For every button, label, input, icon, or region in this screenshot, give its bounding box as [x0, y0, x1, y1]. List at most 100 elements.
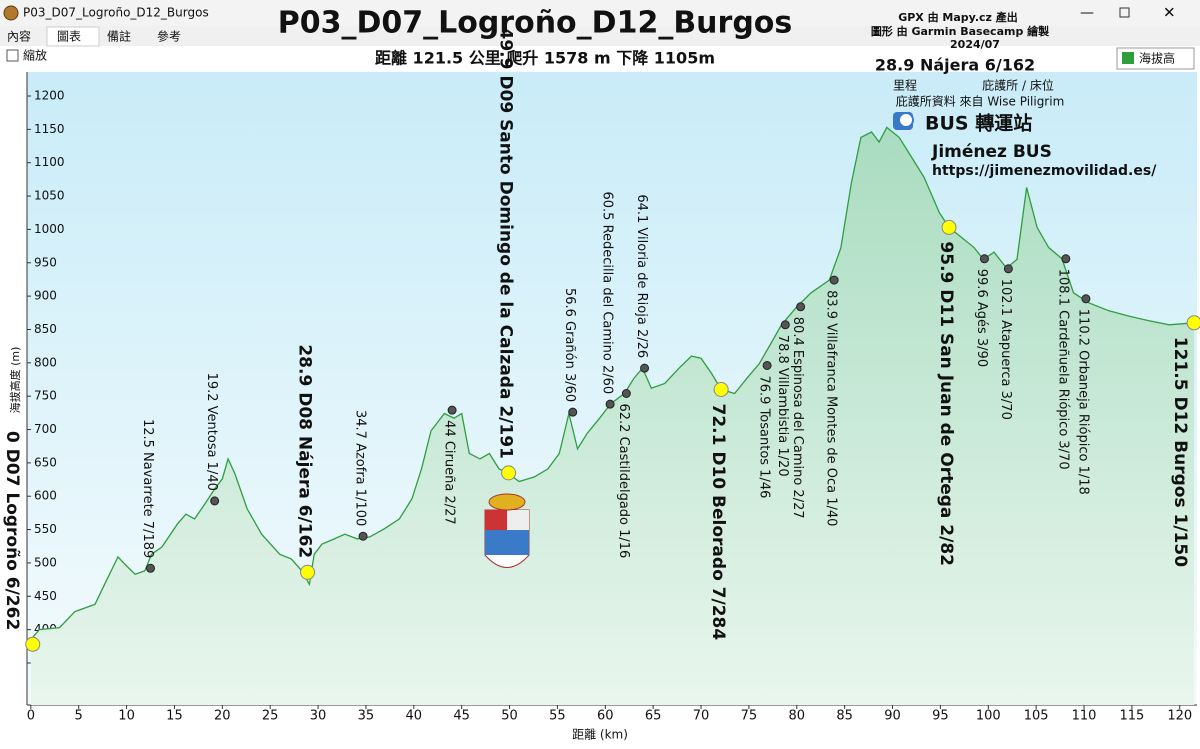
zoom-checkbox[interactable] — [6, 49, 19, 62]
y-tick-label: 1000 — [34, 222, 65, 236]
waypoint — [501, 465, 517, 481]
waypoint — [762, 360, 772, 370]
waypoint-label: 56.6 Grañón 3/60 — [562, 288, 577, 402]
waypoint-label: 44 Cirueña 2/27 — [442, 420, 457, 524]
legend-swatch — [1122, 52, 1134, 64]
y-tick-label: 1200 — [34, 89, 65, 103]
minimize-button[interactable]: — — [1080, 5, 1094, 21]
y-tick-label: 850 — [34, 322, 57, 336]
tab[interactable]: 參考 — [157, 29, 181, 44]
credit: 圖形 由 Garmin Basecamp 繪製 — [871, 24, 1050, 38]
waypoint-label: 64.1 Viloria de Rioja 2/26 — [634, 194, 649, 358]
waypoint — [713, 382, 729, 398]
waypoint-label: 99.6 Agés 3/90 — [974, 269, 989, 367]
waypoint — [1061, 254, 1071, 264]
x-tick-label: 100 — [976, 709, 1001, 724]
waypoint — [941, 219, 957, 235]
x-tick-label: 20 — [214, 709, 231, 724]
bus-url: https://jimenezmovilidad.es/ — [932, 163, 1157, 179]
waypoint-label: 83.9 Villafranca Montes de Oca 1/40 — [824, 290, 839, 526]
waypoint-label: 78.8 Villambistia 1/20 — [775, 335, 790, 477]
waypoint — [829, 275, 839, 285]
credit: 2024/07 — [950, 38, 1000, 51]
x-axis-label: 距離 (km) — [572, 728, 628, 742]
x-tick-label: 85 — [836, 709, 853, 724]
x-tick-label: 35 — [358, 709, 375, 724]
waypoint-label: 72.1 D10 Belorado 7/284 — [708, 404, 728, 641]
waypoint-label: 60.5 Redecilla del Camino 2/60 — [600, 191, 615, 394]
key-note: 庇護所 / 床位 — [982, 78, 1054, 93]
x-tick-label: 120 — [1167, 709, 1192, 724]
x-tick-label: 105 — [1024, 709, 1049, 724]
tab[interactable]: 圖表 — [57, 30, 81, 44]
waypoint-label: 12.5 Navarrete 7/189 — [140, 419, 155, 558]
tab[interactable]: 內容 — [7, 29, 31, 44]
x-tick-label: 15 — [166, 709, 183, 724]
waypoint — [605, 399, 615, 409]
waypoint-label: 110.2 Orbaneja Riópico 1/18 — [1075, 309, 1090, 495]
tab[interactable]: 備註 — [107, 29, 131, 44]
waypoint-label: 121.5 D12 Burgos 1/150 — [1170, 337, 1190, 567]
x-tick-label: 5 — [75, 709, 83, 724]
waypoint — [210, 496, 220, 506]
waypoint — [621, 389, 631, 399]
waypoint — [979, 254, 989, 264]
y-tick-label: 1050 — [34, 189, 65, 203]
waypoint — [1186, 315, 1200, 331]
y-tick-label: 550 — [34, 522, 57, 536]
x-tick-label: 110 — [1072, 709, 1097, 724]
x-tick-label: 45 — [453, 709, 470, 724]
maximize-button[interactable] — [1119, 7, 1130, 18]
title-bar — [0, 0, 1200, 26]
bus-company: Jiménez BUS — [931, 142, 1052, 162]
waypoint — [796, 302, 806, 312]
app-icon — [3, 5, 19, 21]
waypoint-label: 28.9 D08 Nájera 6/162 — [295, 344, 315, 558]
waypoint-label: 19.2 Ventosa 1/40 — [204, 373, 219, 491]
waypoint — [25, 636, 41, 652]
waypoint-label: 76.9 Tosantos 1/46 — [757, 375, 772, 498]
key-note: 里程 — [893, 78, 917, 93]
waypoint-label: 49.9 D09 Santo Domingo de la Calzada 2/1… — [496, 28, 516, 459]
legend-box — [1116, 47, 1195, 70]
waypoint — [1003, 264, 1013, 274]
waypoint — [447, 405, 457, 415]
y-tick-label: 900 — [34, 289, 57, 303]
x-tick-label: 30 — [310, 709, 327, 724]
y-tick-label: 700 — [34, 422, 57, 436]
legend-label: 海拔高 — [1139, 51, 1175, 66]
x-tick-label: 95 — [932, 709, 949, 724]
y-tick-label: 600 — [34, 489, 57, 503]
y-tick-label: 450 — [34, 589, 57, 603]
y-tick-label: 650 — [34, 455, 57, 469]
credit: GPX 由 Mapy.cz 產出 — [898, 10, 1018, 24]
y-tick-label: 950 — [34, 255, 57, 269]
x-tick-label: 25 — [262, 709, 279, 724]
x-tick-label: 75 — [741, 709, 758, 724]
tab-bar — [0, 26, 1200, 46]
key-note: 庇護所資料 來自 Wise Piligrim — [896, 94, 1065, 109]
x-tick-label: 0 — [27, 709, 35, 724]
x-tick-label: 90 — [884, 709, 901, 724]
waypoint-label: 80.4 Espinosa del Camino 2/27 — [790, 317, 805, 519]
waypoint-label: 95.9 D11 San Juan de Ortega 2/82 — [936, 241, 956, 566]
x-tick-label: 50 — [501, 709, 518, 724]
y-axis-label: 海拔高度 (m) — [8, 347, 22, 414]
waypoint — [300, 564, 316, 580]
y-tick-label: 1150 — [34, 122, 65, 136]
waypoint — [568, 407, 578, 417]
elevation-area — [30, 127, 1195, 705]
waypoint — [640, 363, 650, 373]
y-tick-label: 500 — [34, 555, 57, 569]
close-button[interactable]: ✕ — [1163, 4, 1176, 22]
x-tick-label: 80 — [789, 709, 806, 724]
active-tab — [46, 26, 100, 47]
zoom-label: 縮放 — [23, 48, 47, 63]
bus-icon — [893, 112, 914, 130]
waypoint-label: 108.1 Cardeñuela Riópico 3/70 — [1055, 269, 1070, 470]
waypoint-label: 34.7 Azofra 1/100 — [353, 410, 368, 526]
x-tick-label: 60 — [597, 709, 614, 724]
key-example: 28.9 Nájera 6/162 — [875, 56, 1035, 75]
